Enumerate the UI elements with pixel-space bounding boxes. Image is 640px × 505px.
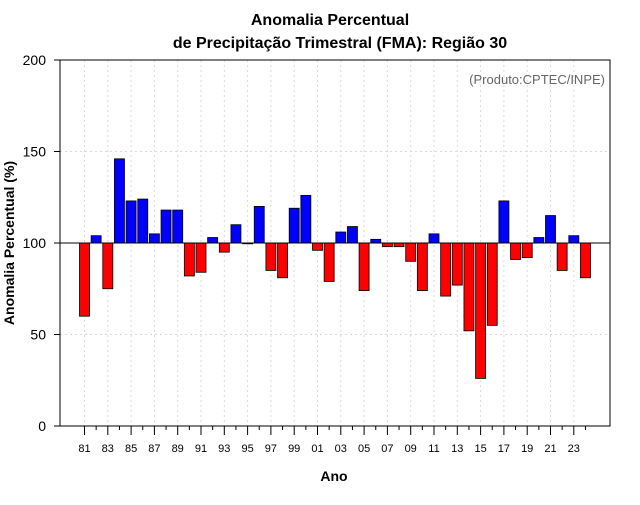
x-tick-label: 89 <box>172 443 184 455</box>
bar-98 <box>277 242 288 279</box>
chart-title-line1: Anomalia Percentual <box>251 12 409 29</box>
bar-10 <box>416 242 428 291</box>
x-tick-label: 87 <box>148 443 160 455</box>
x-tick-label: 81 <box>78 443 90 455</box>
bar-07 <box>381 242 393 248</box>
bar-81 <box>79 242 90 317</box>
bar-03 <box>335 231 347 244</box>
bar-84 <box>114 158 125 244</box>
x-tick-label: 05 <box>358 443 370 455</box>
bar-89 <box>172 209 184 244</box>
bar-99 <box>288 207 300 244</box>
bar-02 <box>323 242 335 282</box>
bar-05 <box>358 242 370 291</box>
bar-82 <box>90 235 102 244</box>
bar-15 <box>475 242 487 379</box>
x-axis-title: Ano <box>320 468 347 484</box>
bar-21 <box>545 215 556 244</box>
bar-18 <box>510 242 521 260</box>
y-tick-label: 50 <box>30 327 46 343</box>
x-tick-label: 83 <box>102 443 114 455</box>
bar-11 <box>428 233 440 244</box>
y-tick-label: 100 <box>23 235 47 251</box>
bar-23 <box>568 235 580 244</box>
bar-16 <box>486 242 498 326</box>
bar-90 <box>183 242 195 277</box>
bar-09 <box>405 242 417 262</box>
y-tick-label: 150 <box>23 144 47 160</box>
bar-19 <box>521 242 533 259</box>
bar-17 <box>498 200 510 244</box>
x-tick-label: 97 <box>265 443 277 455</box>
bar-96 <box>253 205 265 244</box>
bar-series <box>79 158 591 379</box>
bar-13 <box>451 242 463 286</box>
x-tick-label: 21 <box>544 443 556 455</box>
bar-94 <box>230 224 242 244</box>
bar-97 <box>265 242 277 271</box>
bar-01 <box>312 242 323 251</box>
bar-06 <box>370 238 382 244</box>
y-axis-title: Anomalia Percentual (%) <box>1 161 17 325</box>
bar-86 <box>137 198 149 244</box>
x-tick-label: 01 <box>311 443 323 455</box>
bar-22 <box>556 242 568 271</box>
y-tick-label: 0 <box>38 418 46 434</box>
bar-04 <box>347 226 358 244</box>
x-tick-label: 03 <box>335 443 347 455</box>
y-axis: 0 50 100 150 200 <box>23 52 60 434</box>
x-tick-label: 85 <box>125 443 137 455</box>
bar-85 <box>125 200 137 244</box>
x-tick-label: 07 <box>381 443 393 455</box>
bar-83 <box>102 242 114 290</box>
x-tick-label: 09 <box>405 443 417 455</box>
bar-88 <box>160 209 172 244</box>
bar-12 <box>440 242 452 297</box>
bar-92 <box>207 237 219 244</box>
bar-00 <box>300 195 312 244</box>
x-tick-label: 13 <box>451 443 463 455</box>
bar-93 <box>218 242 230 253</box>
x-tick-label: 99 <box>288 443 300 455</box>
bar-14 <box>463 242 475 332</box>
bar-87 <box>148 233 160 244</box>
y-tick-label: 200 <box>23 52 47 68</box>
x-tick-label: 17 <box>498 443 510 455</box>
x-tick-label: 93 <box>218 443 230 455</box>
bar-20 <box>533 237 545 244</box>
x-tick-label: 91 <box>195 443 207 455</box>
x-tick-label: 19 <box>521 443 533 455</box>
bar-91 <box>195 242 207 273</box>
x-tick-label: 23 <box>568 443 580 455</box>
x-tick-label: 11 <box>428 443 439 455</box>
chart-title-line2: de Precipitação Trimestral (FMA): Região… <box>173 35 507 52</box>
bar-24 <box>580 242 591 279</box>
x-axis: 81 83 85 87 89 91 93 95 97 99 01 03 05 07 09 11 13 15 17 19… <box>78 426 586 455</box>
bar-08 <box>393 242 405 248</box>
x-tick-label: 15 <box>474 443 486 455</box>
x-tick-label: 95 <box>241 443 253 455</box>
credit-text: (Produto:CPTEC/INPE) <box>469 72 605 87</box>
